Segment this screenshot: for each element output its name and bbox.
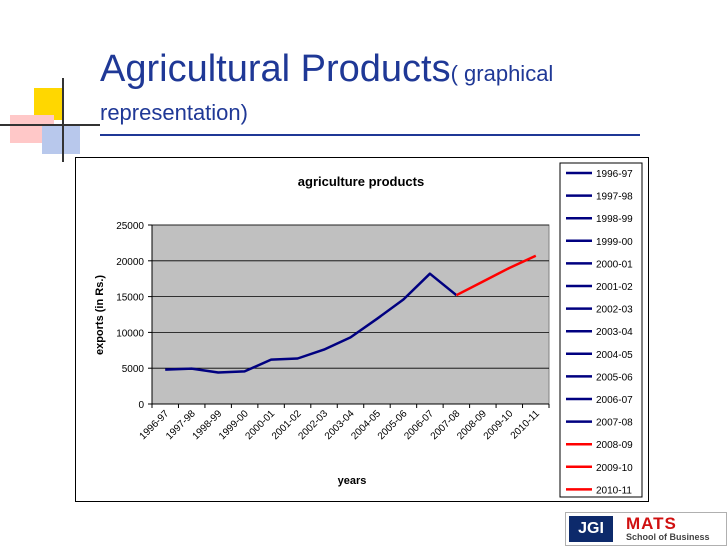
- legend-label: 2006-07: [596, 395, 633, 406]
- legend-label: 2003-04: [596, 327, 633, 338]
- x-axis-label: years: [338, 475, 367, 487]
- legend-label: 1997-98: [596, 192, 633, 203]
- legend-label: 1999-00: [596, 237, 633, 248]
- legend-label: 2002-03: [596, 305, 633, 316]
- y-axis-label: exports (in Rs.): [94, 275, 106, 355]
- title-underline: [100, 134, 640, 136]
- y-tick-label: 15000: [116, 293, 144, 304]
- y-tick-label: 5000: [122, 364, 145, 375]
- x-tick-label: 2010-11: [509, 408, 543, 442]
- series-line: [455, 254, 537, 297]
- slide-title-sub: ( graphical: [450, 61, 554, 86]
- series-lines: [165, 254, 537, 374]
- y-tick-label: 20000: [116, 257, 144, 268]
- legend-label: 1996-97: [596, 169, 633, 180]
- mats-logo-text: MATS: [626, 514, 677, 533]
- y-tick-label: 10000: [116, 328, 144, 339]
- line-chart: 05000100001500020000250001996-971997-981…: [94, 162, 643, 498]
- legend-label: 2005-06: [596, 372, 633, 383]
- series-line: [165, 272, 458, 374]
- legend-label: 2008-09: [596, 440, 633, 451]
- chart-title: agriculture products: [298, 174, 424, 189]
- chart-frame: 0 5000 10000 15000 20000 25000 1996-97 1997-98 1…: [75, 157, 649, 502]
- legend-label: 2001-02: [596, 282, 633, 293]
- jgi-logo-text: JGI: [569, 516, 613, 542]
- legend-label: 1998-99: [596, 214, 633, 225]
- school-of-business-text: School of Business: [626, 532, 710, 542]
- legend-label: 2004-05: [596, 350, 633, 361]
- decor-vertical-line: [62, 78, 64, 162]
- slide-title: Agricultural Products( graphical: [100, 48, 553, 91]
- legend: 1996-97 1997-98 1998-99 1999-00 2000-01 2001-…: [566, 169, 633, 496]
- mats-logo: JGI MATS School of Business: [565, 512, 727, 546]
- decor-yellow-square: [34, 88, 64, 120]
- slide-title-main: Agricultural Products: [100, 48, 451, 90]
- decor-blue-square: [42, 124, 80, 154]
- slide-title-line2: representation): [100, 100, 248, 125]
- plot-area: [151, 224, 550, 405]
- decor-horizontal-line: [0, 124, 100, 126]
- legend-label: 2007-08: [596, 418, 633, 429]
- y-tick-label: 0: [138, 400, 144, 411]
- y-tick-label: 25000: [116, 221, 144, 232]
- legend-label: 2010-11: [596, 485, 632, 496]
- legend-label: 2000-01: [596, 259, 633, 270]
- legend-label: 2009-10: [596, 463, 633, 474]
